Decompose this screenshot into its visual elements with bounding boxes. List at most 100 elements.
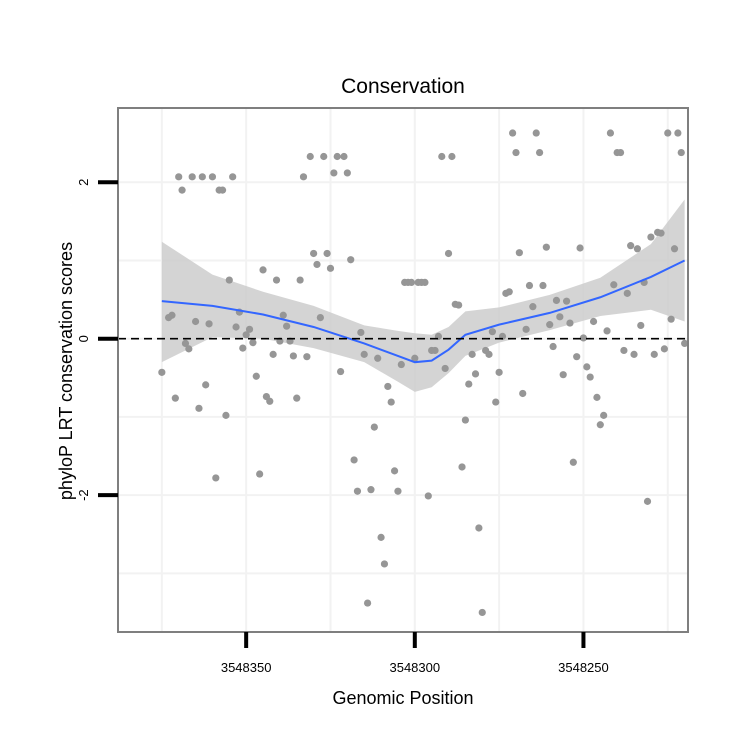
data-point <box>603 327 611 335</box>
data-point <box>168 311 176 319</box>
data-point <box>519 389 527 398</box>
data-point <box>384 382 392 391</box>
data-point <box>333 152 341 161</box>
data-point <box>677 148 685 157</box>
data-point <box>357 328 365 337</box>
data-point <box>532 129 540 137</box>
data-point <box>272 276 281 284</box>
x-tick-label: 3548250 <box>558 660 609 675</box>
data-point <box>542 243 550 251</box>
data-point <box>650 350 658 358</box>
data-point <box>340 152 348 161</box>
data-point <box>549 342 557 351</box>
data-point <box>478 608 486 617</box>
data-point <box>522 325 530 333</box>
data-point <box>245 325 254 333</box>
data-point <box>475 524 483 532</box>
data-point <box>593 393 601 401</box>
data-point <box>303 353 311 361</box>
data-point <box>512 148 520 157</box>
data-point <box>218 186 227 194</box>
data-point <box>323 249 331 258</box>
data-point <box>178 186 186 194</box>
data-point <box>363 599 372 607</box>
data-point <box>471 370 480 378</box>
data-point <box>488 328 496 336</box>
data-point <box>205 320 213 328</box>
data-point <box>589 317 598 326</box>
data-point <box>535 148 544 157</box>
data-point <box>293 394 301 402</box>
data-point <box>191 317 200 326</box>
data-point <box>461 416 469 424</box>
data-point <box>583 363 591 371</box>
data-point <box>431 346 439 355</box>
data-point <box>559 371 567 379</box>
data-point <box>407 278 416 287</box>
data-point <box>283 322 291 330</box>
data-point <box>643 497 652 505</box>
data-point <box>492 398 500 406</box>
data-point <box>316 314 324 322</box>
data-point <box>326 264 335 272</box>
data-point <box>633 245 642 253</box>
data-point <box>266 397 274 405</box>
data-point <box>306 152 314 161</box>
data-point <box>630 350 638 358</box>
data-point <box>441 364 449 373</box>
data-point <box>424 492 432 500</box>
data-point <box>596 421 604 429</box>
y-axis-label: phyloP LRT conservation scores <box>56 242 76 500</box>
data-point <box>529 303 537 311</box>
data-point <box>181 339 190 348</box>
data-point <box>566 319 574 327</box>
data-point <box>387 398 395 406</box>
data-point <box>360 350 368 358</box>
data-point <box>421 278 429 287</box>
data-point <box>171 394 179 402</box>
data-point <box>239 344 247 352</box>
data-point <box>252 372 260 380</box>
data-point <box>556 313 564 321</box>
data-point <box>202 381 210 389</box>
data-point <box>367 486 375 494</box>
data-point <box>495 368 503 376</box>
data-point <box>670 245 679 253</box>
data-point <box>225 276 233 284</box>
data-point <box>657 229 665 237</box>
data-point <box>627 242 635 250</box>
data-point <box>212 474 220 482</box>
data-point <box>350 456 358 464</box>
data-point <box>347 256 355 264</box>
data-point <box>681 339 689 348</box>
data-point <box>569 458 577 466</box>
data-point <box>337 367 345 376</box>
data-point <box>573 353 581 361</box>
data-point <box>299 173 308 181</box>
confidence-band <box>161 199 685 392</box>
data-point <box>222 411 230 419</box>
data-point <box>468 350 476 358</box>
data-point <box>269 350 277 358</box>
data-point <box>242 331 250 339</box>
data-point <box>620 346 628 355</box>
data-point <box>660 345 668 353</box>
data-point <box>606 129 615 137</box>
data-point <box>505 288 513 296</box>
data-point <box>353 487 362 495</box>
data-point <box>579 334 588 342</box>
data-point <box>374 354 382 362</box>
data-point <box>438 152 446 161</box>
data-point <box>185 345 193 353</box>
plot-area: 3548350 3548300 3548250 2 0 -2 <box>76 107 689 675</box>
data-point <box>586 373 594 381</box>
data-point <box>158 368 166 376</box>
data-point <box>552 296 561 304</box>
data-point <box>525 281 534 290</box>
data-point <box>394 487 402 495</box>
data-point <box>330 169 338 177</box>
data-point <box>188 173 196 181</box>
data-point <box>664 129 672 137</box>
data-point <box>616 148 625 157</box>
